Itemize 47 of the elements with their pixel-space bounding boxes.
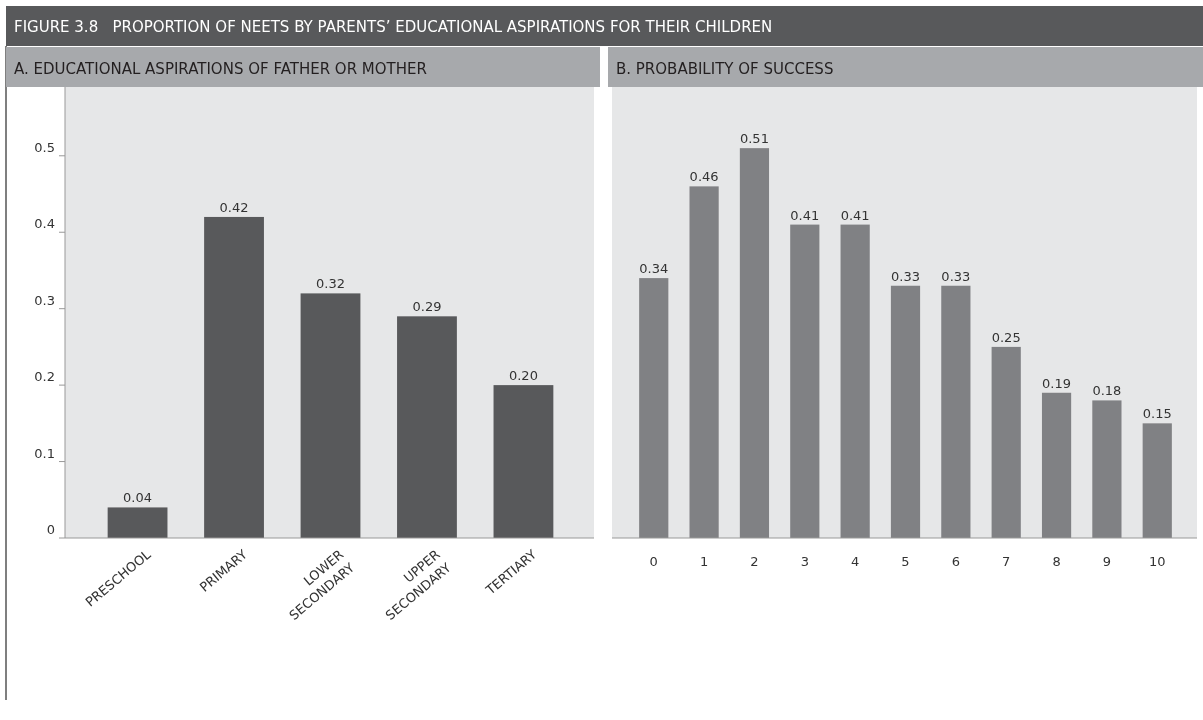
bar xyxy=(739,148,770,538)
data-label: 0.29 xyxy=(412,299,442,315)
x-tick-label: 7 xyxy=(1002,554,1011,569)
x-tick-label: 2 xyxy=(750,554,759,569)
y-tick-label: 0.3 xyxy=(34,292,55,308)
data-label: 0.34 xyxy=(639,261,669,277)
x-tick-label: 0 xyxy=(649,554,658,569)
bar xyxy=(1041,392,1072,538)
chart-subtitle: A. EDUCATIONAL ASPIRATIONS OF FATHER OR MOTHER xyxy=(14,60,427,78)
bar xyxy=(790,224,820,538)
data-label: 0.15 xyxy=(1142,406,1172,422)
y-tick-label: 0.4 xyxy=(34,216,55,232)
data-label: 0.04 xyxy=(123,490,153,506)
data-label: 0.33 xyxy=(941,268,971,284)
x-tick-label: 6 xyxy=(951,554,960,569)
x-tick-label: 9 xyxy=(1102,554,1112,569)
x-tick-label: 1 xyxy=(699,554,709,569)
x-tick-label: 4 xyxy=(851,554,860,569)
bar xyxy=(991,346,1021,538)
x-tick-label: 5 xyxy=(901,554,910,569)
data-label: 0.19 xyxy=(1042,375,1072,391)
data-label: 0.41 xyxy=(840,207,870,223)
chart-subtitle: B. PROBABILITY OF SUCCESS xyxy=(616,60,834,78)
data-label: 0.51 xyxy=(739,131,769,147)
bar xyxy=(689,186,719,538)
bar xyxy=(1142,423,1172,538)
bar xyxy=(941,285,971,538)
bar xyxy=(1092,400,1122,538)
x-tick-label: 3 xyxy=(800,554,809,569)
data-label: 0.25 xyxy=(991,329,1021,345)
data-label: 0.20 xyxy=(508,368,538,384)
bar xyxy=(890,285,921,538)
bar xyxy=(639,278,669,538)
y-tick-label: 0.5 xyxy=(34,139,55,155)
data-label: 0.18 xyxy=(1092,383,1122,399)
x-tick-label: 8 xyxy=(1052,554,1061,569)
chart-title: FIGURE 3.8 PROPORTION OF NEETS BY PARENTS’ EDUCATIONAL ASPIRATIONS FOR THEIR CHILDREN xyxy=(14,18,773,36)
y-tick-label: 0.1 xyxy=(34,445,55,461)
data-label: 0.42 xyxy=(219,199,249,215)
data-label: 0.46 xyxy=(689,169,719,185)
data-label: 0.41 xyxy=(790,207,820,223)
data-label: 0.33 xyxy=(891,268,920,284)
y-tick-label: 0.2 xyxy=(34,369,55,385)
x-tick-label: 10 xyxy=(1148,554,1166,569)
data-label: 0.32 xyxy=(316,276,345,292)
bar xyxy=(840,224,870,538)
y-tick-label: 0 xyxy=(46,522,55,537)
